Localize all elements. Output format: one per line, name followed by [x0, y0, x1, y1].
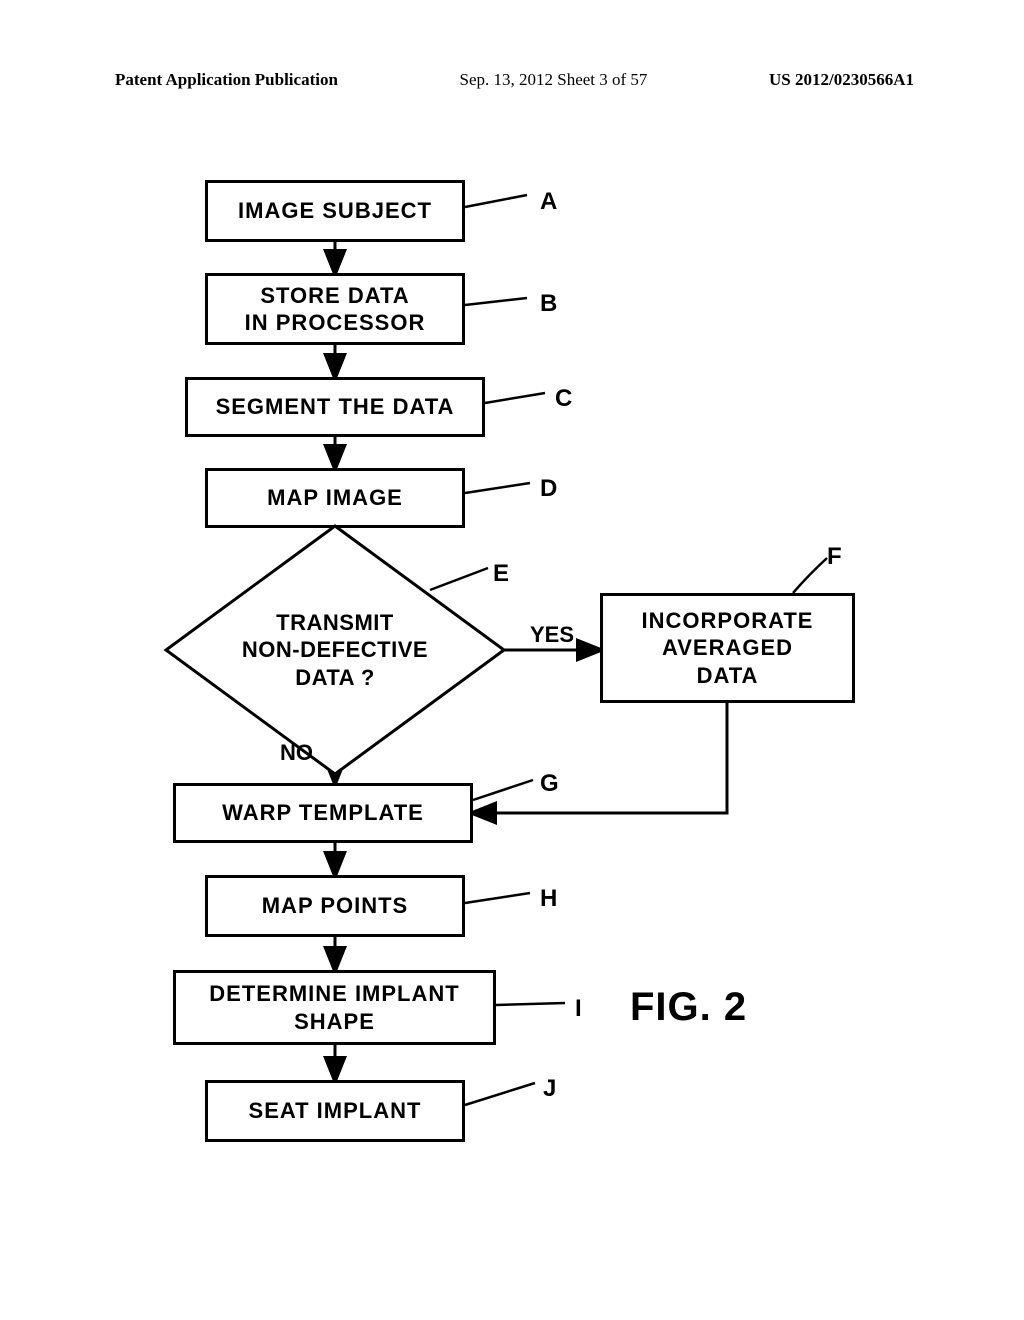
flow-node-d: MAP IMAGE [205, 468, 465, 528]
flow-node-j: SEAT IMPLANT [205, 1080, 465, 1142]
node-label-a: A [540, 188, 557, 216]
header-pub-number: US 2012/0230566A1 [769, 70, 914, 90]
flow-node-b: STORE DATAIN PROCESSOR [205, 273, 465, 345]
figure-label: FIG. 2 [630, 985, 747, 1030]
node-label-j: J [543, 1075, 556, 1103]
node-label-c: C [555, 385, 572, 413]
header-sheet-info: Sep. 13, 2012 Sheet 3 of 57 [460, 70, 648, 90]
edge-label-E-G: NO [280, 740, 313, 766]
edge-F-G [473, 703, 727, 813]
connectors-svg [0, 175, 1024, 1275]
flow-node-g: WARP TEMPLATE [173, 783, 473, 843]
flow-node-e: TRANSMITNON-DEFECTIVEDATA ? [160, 520, 510, 780]
edge-label-E-F: YES [530, 622, 574, 648]
flow-node-h: MAP POINTS [205, 875, 465, 937]
header-publication: Patent Application Publication [115, 70, 338, 90]
node-label-b: B [540, 290, 557, 318]
node-label-e: E [493, 560, 509, 588]
flow-node-f: INCORPORATEAVERAGEDDATA [600, 593, 855, 703]
flowchart-figure: IMAGE SUBJECT A STORE DATAIN PROCESSOR B SEG… [0, 175, 1024, 1275]
node-label-g: G [540, 770, 559, 798]
node-label-i: I [575, 995, 582, 1023]
flow-node-e-text: TRANSMITNON-DEFECTIVEDATA ? [160, 520, 510, 780]
flow-node-c: SEGMENT THE DATA [185, 377, 485, 437]
page-header: Patent Application Publication Sep. 13, … [0, 70, 1024, 90]
node-label-h: H [540, 885, 557, 913]
flow-node-i: DETERMINE IMPLANTSHAPE [173, 970, 496, 1045]
node-label-f: F [827, 543, 842, 571]
node-label-d: D [540, 475, 557, 503]
flow-node-a: IMAGE SUBJECT [205, 180, 465, 242]
